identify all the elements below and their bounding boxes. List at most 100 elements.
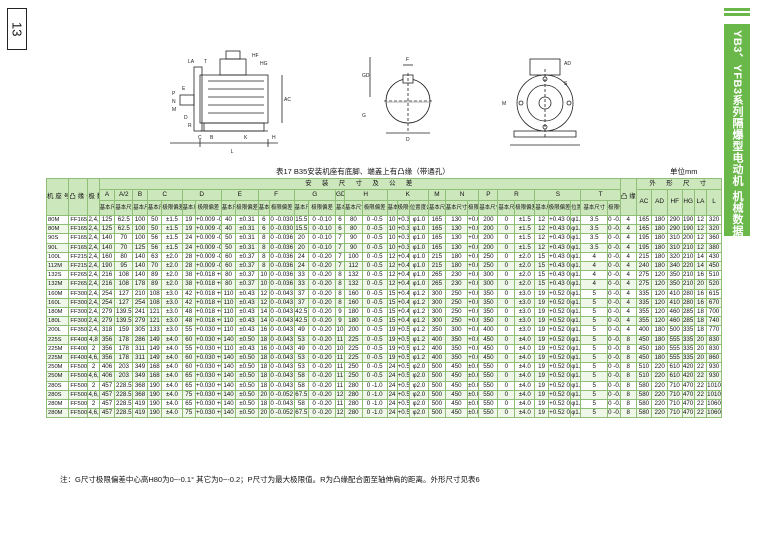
cell-a: 406 <box>98 371 116 382</box>
cell-a: 254 <box>98 288 116 299</box>
cell-l: 1060 <box>706 399 722 410</box>
cell-k: 24 <box>386 362 398 373</box>
cell-gt: 0 -0.10 <box>308 242 336 253</box>
cell-frame: 250M <box>45 371 70 382</box>
cell-hg: 190 <box>681 214 695 226</box>
cell-flange: FF400 <box>68 343 89 355</box>
cell-r: 0 <box>497 251 516 263</box>
cell-m: 500 <box>427 380 446 391</box>
cell-tt: 0 -0.10 <box>607 224 621 235</box>
cell-holes: 4 <box>619 325 637 336</box>
cell-et: ±0.50 <box>235 389 259 401</box>
cell-poles: 2,4,6 <box>87 270 100 281</box>
cell-flange: FF165 <box>68 224 89 235</box>
cell-st: +0.52 0 <box>547 334 572 345</box>
cell-ct: ±4.0 <box>161 399 183 410</box>
sub-header-h-t: 极限偏差 <box>361 200 388 216</box>
cell-frame: 280S <box>45 389 70 401</box>
cell-a2: 203 <box>114 362 134 373</box>
cell-p: 400 <box>478 325 499 336</box>
cell-gt: 0 -0.20 <box>308 371 336 382</box>
col-header-n: N <box>444 189 480 201</box>
cell-r: 0 <box>497 362 516 373</box>
cell-st: +0.52 0 <box>547 362 572 373</box>
cell-ft: 0 -0.043 <box>268 380 295 391</box>
cell-g: 58 <box>293 399 310 410</box>
cell-ad: 220 <box>651 371 668 382</box>
cell-c: 149 <box>146 353 163 364</box>
cell-holes: 8 <box>619 371 637 382</box>
cell-rt: ±4.0 <box>514 343 536 355</box>
cell-gd: 7 <box>335 233 345 244</box>
cell-ht: 0 -0.5 <box>361 224 388 235</box>
cell-sp: φ1.0 <box>570 224 582 235</box>
cell-sp: φ1.2 <box>570 343 582 355</box>
cell-sp: φ1.2 <box>570 307 582 318</box>
cell-holes: 8 <box>619 353 637 364</box>
cell-gt: 0 -0.20 <box>308 279 336 290</box>
cell-frame: 90S <box>45 233 70 244</box>
cell-f: 20 <box>257 408 270 419</box>
cell-m: 165 <box>427 233 446 244</box>
cell-nt: ±0.020 <box>467 371 480 382</box>
cell-hg: 335 <box>681 325 695 336</box>
cell-l: 860 <box>706 353 722 364</box>
cell-flange: FF300 <box>68 307 89 318</box>
cell-f: 10 <box>257 279 270 290</box>
cell-la: 22 <box>693 389 708 401</box>
cell-dt: +0.030 +0.011 <box>194 353 222 364</box>
cell-la: 14 <box>693 251 708 263</box>
sub-header-n-t: 极限偏差 <box>467 200 480 216</box>
cell-t: 4 <box>580 251 609 263</box>
cell-l: 430 <box>706 251 722 263</box>
cell-k: 19 <box>386 343 398 355</box>
cell-dt: +0.030 +0.011 <box>194 389 222 401</box>
table-row: 280MFF5004,6,8457228.5419190±4.075+0.030… <box>45 408 722 419</box>
cell-p: 200 <box>478 233 499 244</box>
cell-ct: ±3.0 <box>161 316 183 327</box>
col-header-ad: AD <box>651 189 668 216</box>
cell-nt: +0.014 -0.011 <box>467 251 480 263</box>
cell-gt: 0 -0.20 <box>308 389 336 401</box>
cell-kt: +0.52 0 <box>396 380 410 391</box>
cell-st: +0.52 0 <box>547 408 572 419</box>
cell-p: 550 <box>478 389 499 401</box>
cell-h: 250 <box>343 362 363 373</box>
cell-hg: 190 <box>681 224 695 235</box>
cell-d: 38 <box>181 270 196 281</box>
cell-ct: ±2.0 <box>161 279 183 290</box>
cell-frame: 80M <box>45 214 70 226</box>
cell-s: 12 <box>534 214 549 226</box>
cell-l: 830 <box>706 343 722 355</box>
cell-f: 12 <box>257 288 270 299</box>
cell-l: 700 <box>706 307 722 318</box>
cell-t: 5 <box>580 380 609 391</box>
cell-dt: +0.018 +0.002 <box>194 297 222 309</box>
side-tab-marks <box>724 8 750 18</box>
cell-frame: 180M <box>45 307 70 318</box>
cell-frame: 280S <box>45 380 70 391</box>
cell-frame: 280M <box>45 399 70 410</box>
cell-frame: 100L <box>45 251 70 263</box>
cell-holes: 4 <box>619 297 637 309</box>
cell-ac: 165 <box>635 224 653 235</box>
cell-a2: 70 <box>114 242 134 253</box>
cell-k: 15 <box>386 307 398 318</box>
cell-e: 110 <box>220 343 237 355</box>
cell-tt: 0 -0.12 <box>607 353 621 364</box>
cell-a2: 80 <box>114 251 134 263</box>
cell-ft: 0 -0.043 <box>268 288 295 299</box>
cell-h: 225 <box>343 334 363 345</box>
cell-gt: 0 -0.20 <box>308 353 336 364</box>
cell-ac: 580 <box>635 408 653 419</box>
cell-g: 15.5 <box>293 224 310 235</box>
cell-dt: +0.018 +0.002 <box>194 270 222 281</box>
cell-rt: ±4.0 <box>514 371 536 382</box>
cell-ac: 165 <box>635 214 653 226</box>
cell-nt: +0.014 -0.011 <box>467 233 480 244</box>
cell-dt: +0.030 +0.011 <box>194 408 222 419</box>
cell-frame: 200L <box>45 325 70 336</box>
end-label-s: S <box>564 81 568 87</box>
